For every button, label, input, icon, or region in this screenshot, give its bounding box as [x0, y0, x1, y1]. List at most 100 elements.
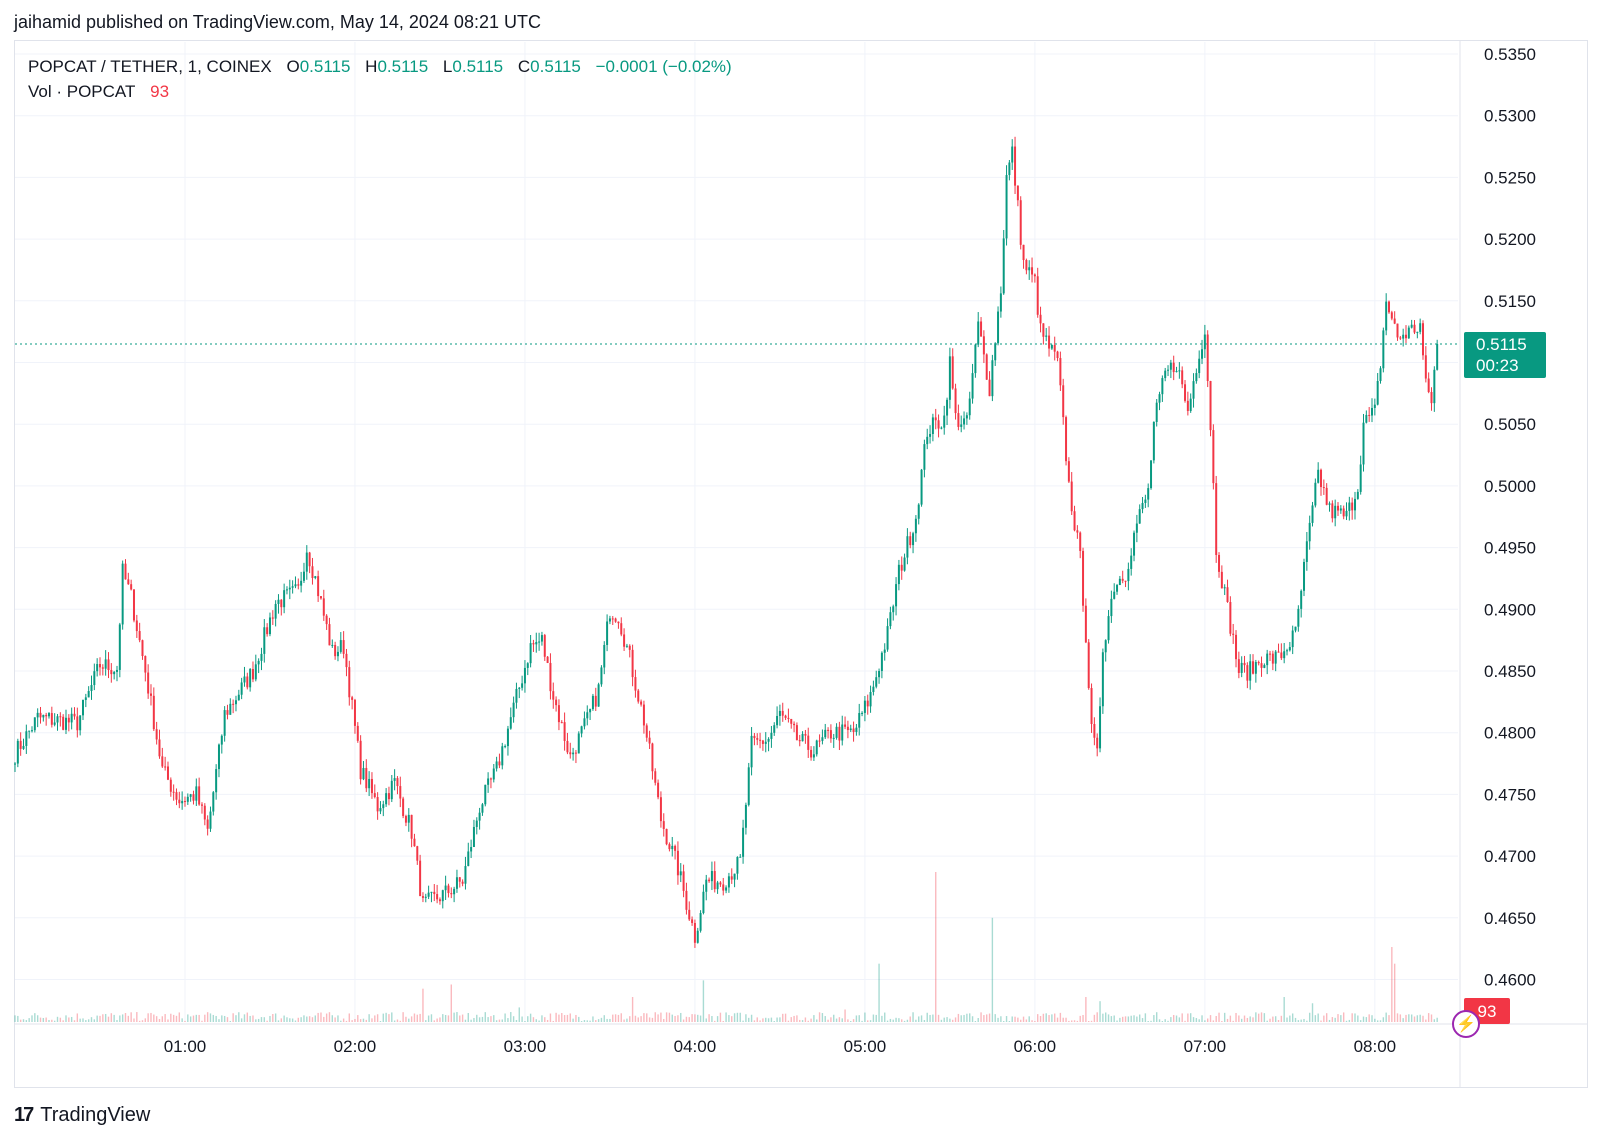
volume-bar — [753, 1020, 756, 1022]
volume-bar — [929, 1014, 931, 1022]
candle-body — [461, 881, 464, 884]
candle-body — [931, 417, 934, 434]
volume-bar — [946, 1017, 948, 1022]
lightning-icon[interactable]: ⚡ — [1452, 1010, 1480, 1038]
volume-bar — [742, 1020, 744, 1022]
x-tick-label: 04:00 — [674, 1037, 717, 1056]
volume-bar — [133, 1018, 135, 1022]
x-tick-label: 02:00 — [334, 1037, 377, 1056]
volume-bar — [1153, 1015, 1155, 1022]
volume-bar — [688, 1017, 690, 1022]
volume-bar — [1396, 1013, 1399, 1022]
candle-body — [353, 699, 356, 726]
volume-bar — [620, 1013, 622, 1022]
volume-bar — [416, 1014, 418, 1022]
volume-label[interactable]: Vol · POPCAT — [28, 82, 136, 101]
candle-body — [1175, 371, 1178, 373]
volume-bar — [1229, 1015, 1232, 1022]
candle-body — [1076, 530, 1079, 533]
candle-body — [756, 738, 759, 740]
volume-bar — [1410, 1014, 1413, 1022]
candle-body — [455, 877, 458, 889]
candle-body — [1390, 312, 1393, 319]
candle-body — [1303, 561, 1306, 591]
candle-body — [968, 398, 971, 416]
candle-body — [376, 797, 379, 812]
candle-body — [1050, 344, 1053, 349]
candle-body — [237, 694, 240, 701]
candle-body — [339, 640, 342, 652]
volume-bar — [1371, 1015, 1373, 1022]
candle-body — [688, 909, 691, 920]
volume-bar — [427, 1015, 430, 1022]
volume-bar — [425, 1020, 427, 1022]
volume-bar — [226, 1017, 229, 1022]
volume-bar — [1011, 1016, 1013, 1022]
volume-bar — [337, 1015, 339, 1022]
volume-bar — [566, 1014, 569, 1022]
volume-bar — [170, 1013, 172, 1022]
candle-body — [1002, 238, 1005, 294]
volume-bar — [952, 1019, 954, 1022]
volume-bar — [484, 1012, 486, 1022]
y-tick-label: 0.5200 — [1484, 230, 1536, 249]
volume-bar — [1436, 1017, 1438, 1022]
candle-body — [767, 738, 770, 742]
candle-body — [1124, 580, 1127, 582]
candle-body — [1252, 661, 1255, 674]
candle-body — [172, 791, 175, 793]
candle-body — [1184, 384, 1187, 401]
candle-body — [234, 700, 237, 705]
candle-body — [832, 737, 835, 739]
tradingview-brand: TradingView — [40, 1104, 151, 1126]
volume-bar — [1393, 963, 1396, 1022]
candle-body — [563, 722, 566, 741]
candle-body — [1161, 378, 1164, 395]
candle-body — [413, 838, 416, 847]
candle-body — [727, 876, 730, 888]
candle-body — [793, 723, 796, 726]
candle-body — [84, 697, 87, 700]
candle-body — [1237, 659, 1240, 673]
volume-bar — [915, 1019, 917, 1022]
symbol-title[interactable]: POPCAT / TETHER, 1, COINEX — [28, 57, 272, 76]
candle-body — [98, 664, 101, 668]
volume-bar — [1340, 1015, 1342, 1022]
volume-bar — [36, 1015, 39, 1022]
volume-bar — [405, 1016, 407, 1022]
candle-body — [980, 321, 983, 337]
volume-bar — [272, 1014, 274, 1022]
volume-bar — [773, 1021, 775, 1022]
candle-body — [166, 766, 169, 780]
volume-bar — [99, 1015, 101, 1022]
candle-body — [152, 695, 155, 730]
volume-bar — [906, 1019, 909, 1022]
volume-bar — [949, 1018, 951, 1022]
candle-body — [705, 879, 708, 892]
candle-body — [147, 672, 150, 694]
candle-body — [642, 704, 645, 726]
candle-body — [419, 860, 422, 897]
volume-bar — [1413, 1016, 1416, 1022]
candle-body — [1405, 334, 1408, 339]
volume-bar — [583, 1020, 586, 1022]
candle-body — [543, 635, 546, 657]
volume-bar — [997, 1017, 999, 1022]
candle-body — [1022, 244, 1025, 261]
x-tick-label: 01:00 — [164, 1037, 207, 1056]
volume-bar — [892, 1019, 894, 1022]
volume-bar — [1079, 1015, 1081, 1022]
volume-bar — [705, 1018, 707, 1022]
candle-body — [725, 887, 728, 891]
candle-body — [1169, 362, 1172, 370]
volume-bar — [731, 1016, 733, 1022]
candle-body — [586, 712, 589, 719]
candle-body — [198, 786, 201, 805]
volume-bar — [1147, 1021, 1149, 1022]
volume-bar — [569, 1013, 571, 1022]
tradingview-footer[interactable]: 17 TradingView — [14, 1104, 150, 1127]
volume-bar — [184, 1020, 186, 1022]
candle-body — [742, 827, 745, 857]
candle-body — [1048, 335, 1051, 349]
